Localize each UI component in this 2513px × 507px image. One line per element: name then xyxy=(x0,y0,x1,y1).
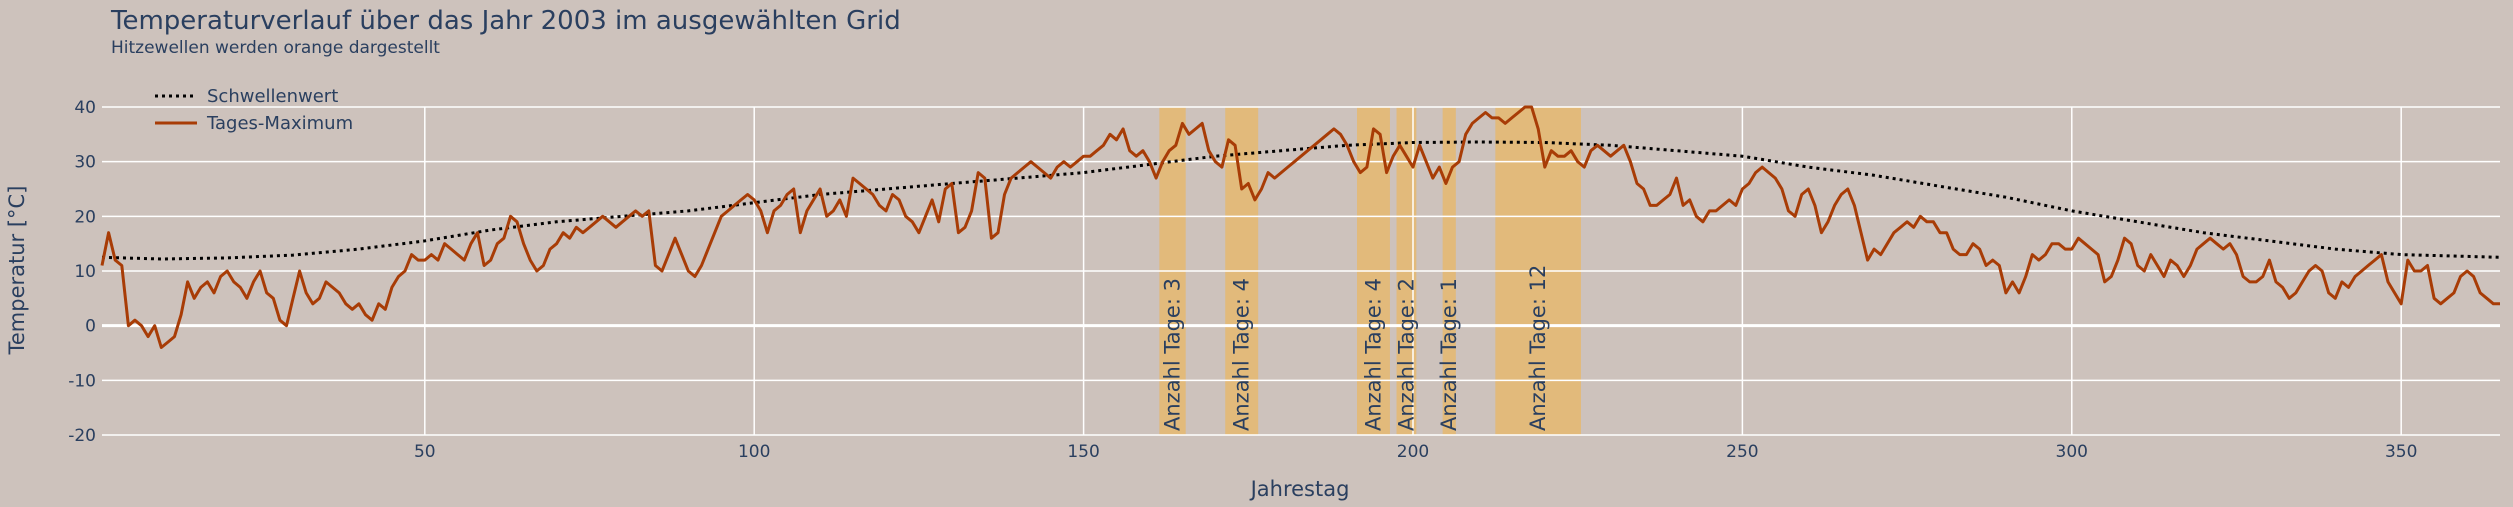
heatwave-label: Anzahl Tage: 2 xyxy=(1394,278,1418,431)
tick-labels: -20 -10 0 10 20 30 40 50 100 150 200 250 300 350 xyxy=(68,98,2417,462)
x-tick-label: 250 xyxy=(1726,442,1758,462)
x-tick-label: 200 xyxy=(1397,442,1429,462)
x-tick-label: 300 xyxy=(2056,442,2088,462)
y-tick-label: 0 xyxy=(85,317,96,337)
legend-item-maximum[interactable]: Tages-Maximum xyxy=(155,113,353,134)
y-tick-label: -10 xyxy=(68,371,96,391)
heatwave-labels: Anzahl Tage: 3 Anzahl Tage: 4 Anzahl Tage:… xyxy=(1161,265,1551,431)
heatwave-label: Anzahl Tage: 3 xyxy=(1161,278,1185,431)
legend[interactable]: Schwellenwert Tages-Maximum xyxy=(155,86,353,134)
threshold-line xyxy=(101,140,2501,261)
heatwave-label: Anzahl Tage: 4 xyxy=(1230,278,1254,431)
y-tick-label: 20 xyxy=(74,207,96,227)
x-tick-label: 100 xyxy=(738,442,770,462)
heatwave-label: Anzahl Tage: 12 xyxy=(1526,265,1550,431)
y-tick-label: 30 xyxy=(74,153,96,173)
y-tick-label: 10 xyxy=(74,262,96,282)
series-lines xyxy=(100,105,2501,349)
y-axis-title: Temperatur [°C] xyxy=(5,186,29,356)
y-tick-label: 40 xyxy=(74,98,96,118)
heatwave-label: Anzahl Tage: 1 xyxy=(1437,278,1461,431)
x-tick-label: 350 xyxy=(2385,442,2417,462)
chart-subtitle: Hitzewellen werden orange dargestellt xyxy=(111,38,440,58)
y-tick-label: -20 xyxy=(68,426,96,446)
legend-label-threshold: Schwellenwert xyxy=(207,86,338,107)
x-tick-label: 150 xyxy=(1067,442,1099,462)
chart-title: Temperaturverlauf über das Jahr 2003 im … xyxy=(111,6,901,36)
x-tick-label: 50 xyxy=(414,442,436,462)
legend-item-threshold[interactable]: Schwellenwert xyxy=(155,86,338,107)
legend-label-maximum: Tages-Maximum xyxy=(206,113,353,134)
heatwave-label: Anzahl Tage: 4 xyxy=(1361,278,1385,431)
maximum-line xyxy=(100,105,2500,349)
x-axis-title: Jahrestag xyxy=(1249,477,1350,501)
